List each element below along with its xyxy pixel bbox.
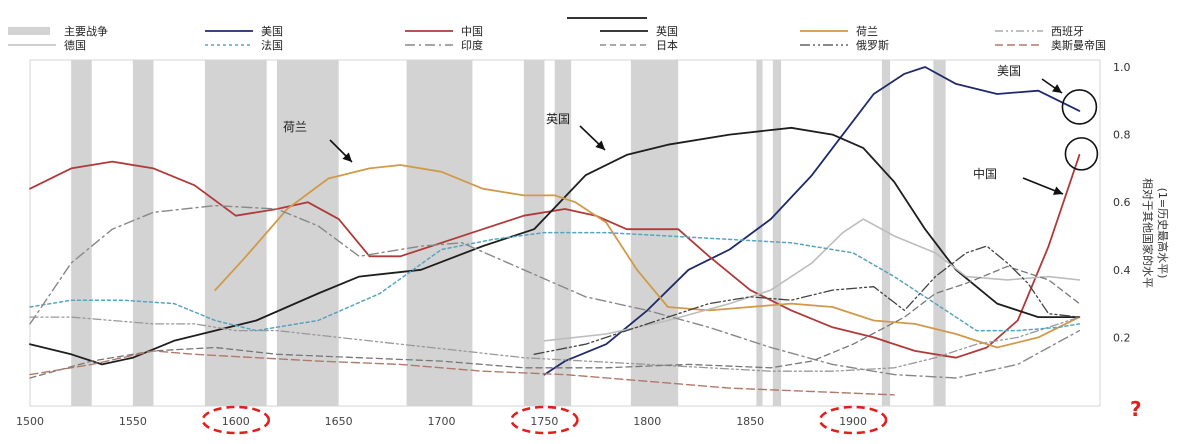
legend-label-japan: 日本: [656, 38, 678, 52]
legend-label-netherlands: 荷兰: [856, 25, 878, 38]
legend-label-ottoman: 奥斯曼帝国: [1051, 38, 1106, 52]
highlight-circle-1750: [510, 405, 579, 435]
legend-label-uk: 英国: [656, 24, 678, 38]
war-band-4: [276, 60, 339, 406]
x-tick-label-1650: 1650: [325, 415, 353, 428]
annotation-circle-china: [1064, 137, 1099, 171]
series-line-usa: [543, 66, 1081, 376]
highlight-circle-1600: [201, 405, 271, 435]
legend-item-spain: 西班牙: [995, 25, 1084, 38]
legend-item-ottoman: 奥斯曼帝国: [995, 38, 1106, 52]
war-band-2: [132, 60, 154, 406]
y-axis: 0.2 0.4 0.6 0.8 1.0 相对于其他国家的水平 (1=历史最高水平): [1113, 61, 1170, 344]
x-tick-label-1800: 1800: [633, 415, 661, 428]
question-mark: ?: [1130, 397, 1142, 421]
legend-item-netherlands: 荷兰: [800, 25, 878, 38]
war-band-1: [71, 60, 92, 406]
war-band-11: [881, 60, 891, 406]
y-axis-label-line-2: (1=历史最高水平): [1156, 188, 1170, 279]
legend-label-germany: 德国: [64, 38, 86, 52]
war-band-6: [523, 60, 545, 406]
annotation-label-china: 中国: [973, 166, 997, 181]
annotation-arrow-uk-head: [595, 140, 605, 150]
annotation-arrow-netherlands: [329, 139, 353, 163]
legend-item-uk: 英国: [600, 24, 678, 38]
legend-item-usa: 美国: [205, 25, 283, 38]
legend-label-usa: 美国: [261, 25, 283, 38]
x-tick-label-1850: 1850: [736, 415, 764, 428]
series-line-ottoman: [29, 350, 895, 396]
war-band-5: [406, 60, 473, 406]
y-tick-label-3: 0.8: [1113, 129, 1131, 142]
series-line-spain: [29, 316, 1081, 372]
legend-label-china: 中国: [461, 25, 483, 38]
series-line-japan: [29, 265, 1081, 379]
x-tick-label-1550: 1550: [119, 415, 147, 428]
series-line-russia: [533, 245, 1081, 355]
annotation-label-usa: 美国: [997, 64, 1021, 78]
annotation-arrow-china-head: [1052, 186, 1063, 195]
series-line-germany: [543, 218, 1081, 342]
series-line-netherlands: [214, 164, 1081, 349]
legend-label-russia: 俄罗斯: [856, 39, 889, 52]
legend-item-germany: 德国: [8, 38, 86, 52]
series-line-china: [29, 153, 1081, 359]
war-band-9: [756, 60, 763, 406]
y-tick-label-0: 0.2: [1113, 331, 1131, 344]
x-tick-label-1500: 1500: [16, 415, 44, 428]
series-line-india: [29, 204, 1081, 379]
annotation-arrow-netherlands-head: [342, 152, 352, 162]
x-tick-label-1750: 1750: [530, 415, 558, 428]
legend-label-france: 法国: [261, 38, 283, 52]
war-band-3: [204, 60, 267, 406]
war-band-8: [630, 60, 679, 406]
y-tick-label-1: 0.4: [1113, 264, 1131, 277]
legend-label-spain: 西班牙: [1051, 25, 1084, 38]
highlight-circle-1900: [818, 405, 888, 435]
annotation-arrow-uk: [579, 125, 606, 151]
annotation-label-netherlands: 荷兰: [283, 120, 307, 134]
annotation-arrow-usa-head: [1052, 84, 1062, 93]
y-axis-label-line-1: 相对于其他国家的水平: [1141, 178, 1155, 288]
legend-item-china: 中国: [405, 25, 483, 38]
legend-label-wars: 主要战争: [64, 24, 108, 38]
series-line-uk: [29, 126, 1081, 366]
annotation-arrow-china: [1022, 177, 1064, 195]
x-tick-label-1900: 1900: [839, 415, 867, 428]
annotation-label-uk: 英国: [546, 112, 570, 126]
x-tick-label-1600: 1600: [222, 415, 250, 428]
annotation-circle-usa: [1061, 89, 1098, 125]
x-axis: 1500 1550 1600 1650 1700 1750 1800 1850 1900: [16, 405, 888, 435]
series-line-france: [29, 231, 1081, 332]
annotation-arrow-usa: [1041, 78, 1063, 94]
x-tick-label-1700: 1700: [428, 415, 456, 428]
legend-item-france: 法国: [205, 38, 283, 52]
legend-item-wars: 主要战争: [8, 24, 108, 38]
legend-item-russia: 俄罗斯: [800, 39, 889, 52]
legend-swatch-wars: [8, 27, 50, 35]
war-band-12: [933, 60, 946, 406]
war-band-10: [772, 60, 782, 406]
y-tick-label-2: 0.6: [1113, 196, 1131, 209]
y-tick-label-4: 1.0: [1113, 61, 1131, 74]
legend-item-india: 印度: [405, 38, 483, 52]
series-lines: [29, 66, 1081, 396]
legend-label-india: 印度: [461, 38, 483, 52]
plot-frame: [29, 59, 1101, 407]
legend-item-japan: 日本: [600, 38, 678, 52]
